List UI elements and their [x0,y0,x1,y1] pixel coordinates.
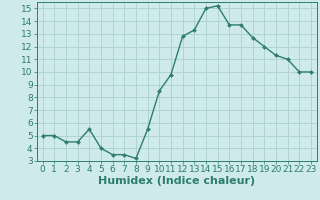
X-axis label: Humidex (Indice chaleur): Humidex (Indice chaleur) [98,176,255,186]
